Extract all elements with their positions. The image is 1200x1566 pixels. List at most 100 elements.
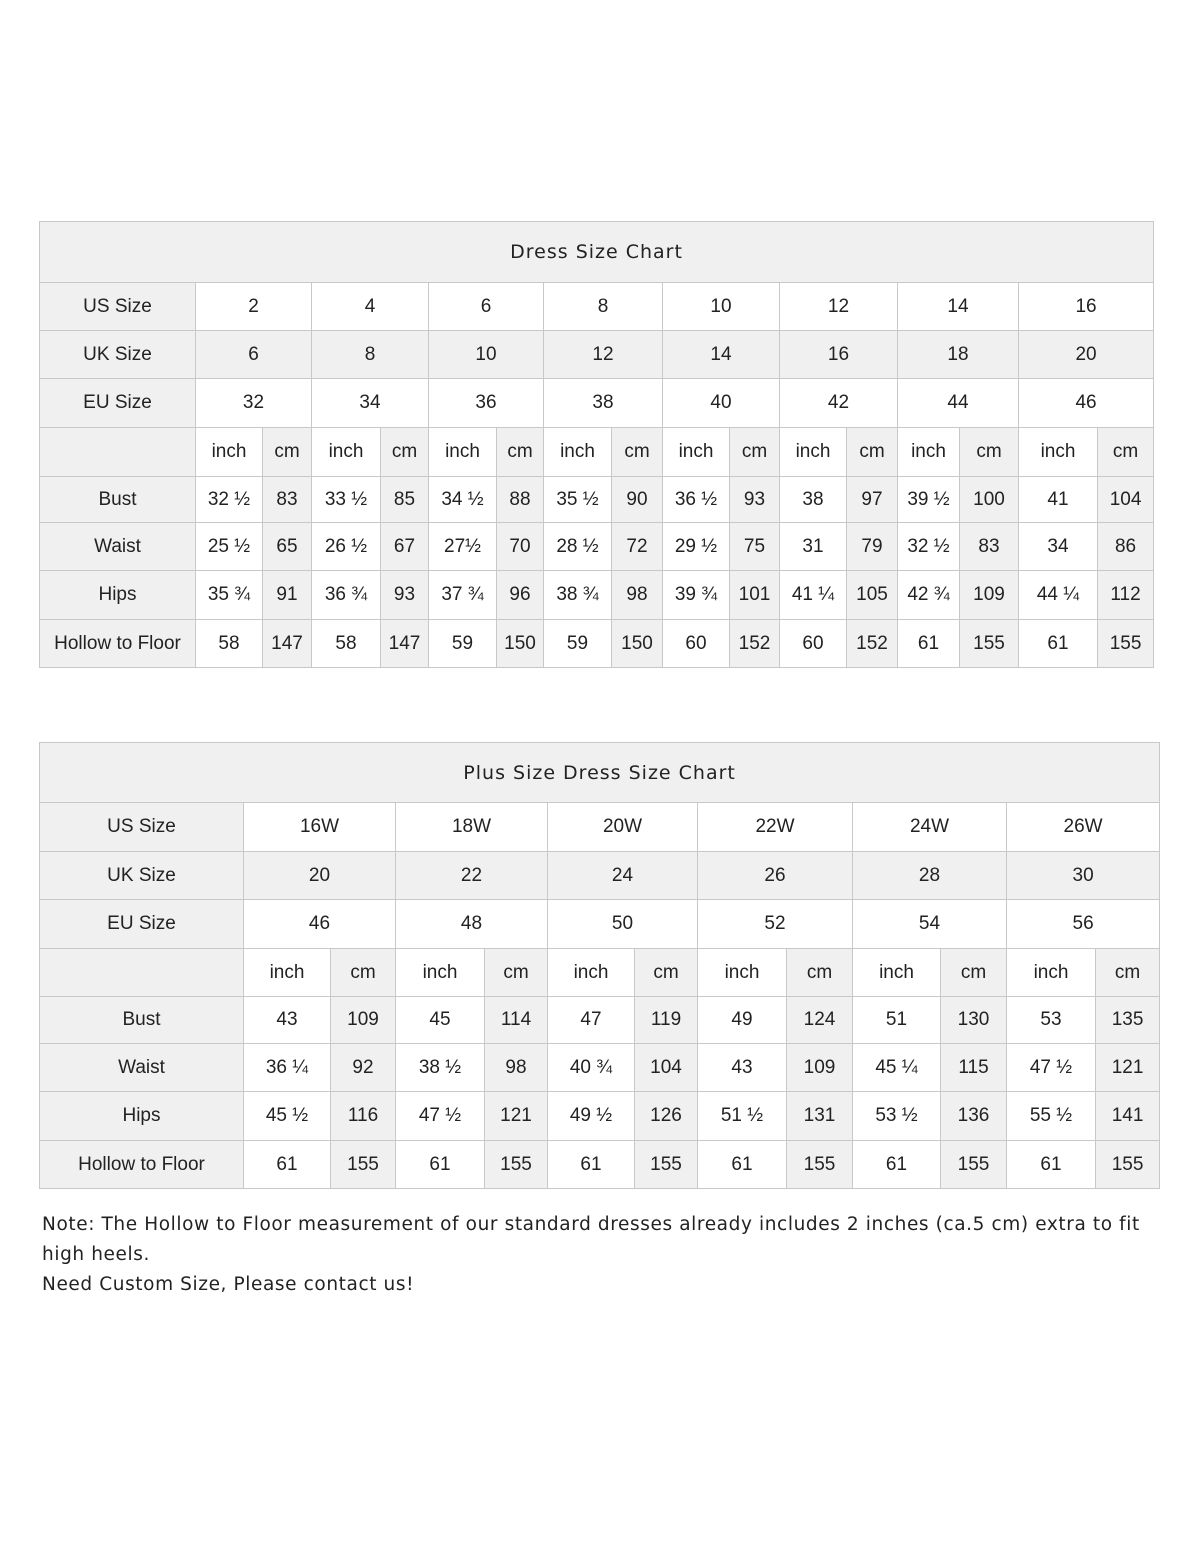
inch-value: 47: [547, 996, 635, 1044]
measure-row-hips: Hips 45 ½ 116 47 ½ 121 49 ½ 126 51 ½ 131 53 ½ 136 5…: [39, 1091, 1161, 1141]
cm-value: 136: [940, 1091, 1007, 1141]
inch-value: 27½: [428, 522, 497, 571]
cm-value: 90: [611, 476, 663, 523]
inch-value: 37 ¾: [428, 570, 497, 620]
cm-value: 155: [1094, 1140, 1161, 1189]
cm-value: 131: [786, 1091, 853, 1141]
cm-value: 124: [786, 996, 853, 1044]
unit-cm: cm: [846, 427, 898, 477]
cm-value: 114: [484, 996, 548, 1044]
unit-inch: inch: [395, 948, 485, 997]
inch-value: 51: [852, 996, 941, 1044]
cm-value: 115: [940, 1043, 1007, 1092]
unit-inch: inch: [852, 948, 941, 997]
inch-value: 38 ¾: [543, 570, 612, 620]
cm-value: 85: [380, 476, 429, 523]
cm-value: 152: [729, 619, 780, 668]
size-row-uk-size: UK Size 6 8 10 12 14 16 18 20: [39, 330, 1155, 379]
cm-value: 155: [786, 1140, 853, 1189]
inch-value: 25 ½: [195, 522, 263, 571]
cm-value: 93: [380, 570, 429, 620]
size-value: 46: [243, 899, 396, 949]
inch-value: 47 ½: [395, 1091, 485, 1141]
cm-value: 67: [380, 522, 429, 571]
size-row-us-size: US Size 2 4 6 8 10 12 14 16: [39, 282, 1155, 331]
unit-cm: cm: [484, 948, 548, 997]
cm-value: 86: [1096, 522, 1155, 571]
unit-cm: cm: [1094, 948, 1161, 997]
size-value: 8: [543, 282, 663, 331]
row-label: Bust: [39, 476, 196, 523]
row-label: US Size: [39, 282, 196, 331]
inch-value: 53 ½: [852, 1091, 941, 1141]
unit-cm: cm: [262, 427, 312, 477]
inch-value: 41 ¼: [779, 570, 847, 620]
inch-value: 43: [243, 996, 331, 1044]
cm-value: 105: [846, 570, 898, 620]
size-value: 20: [243, 851, 396, 900]
cm-value: 104: [1096, 476, 1155, 523]
unit-inch: inch: [547, 948, 635, 997]
unit-cm: cm: [330, 948, 396, 997]
cm-value: 83: [262, 476, 312, 523]
inch-value: 34: [1018, 522, 1098, 571]
cm-value: 72: [611, 522, 663, 571]
cm-value: 83: [959, 522, 1019, 571]
size-value: 18: [897, 330, 1019, 379]
unit-inch: inch: [311, 427, 381, 477]
row-label: Hollow to Floor: [39, 1140, 244, 1189]
measure-row-hollow-to-floor: Hollow to Floor 61 155 61 155 61 155 61 155 61 155…: [39, 1140, 1161, 1189]
cm-value: 101: [729, 570, 780, 620]
size-value: 42: [779, 378, 898, 428]
cm-value: 155: [940, 1140, 1007, 1189]
inch-value: 38: [779, 476, 847, 523]
size-value: 12: [543, 330, 663, 379]
unit-cm: cm: [959, 427, 1019, 477]
note-custom-size: Need Custom Size, Please contact us!: [42, 1274, 415, 1295]
unit-cm: cm: [611, 427, 663, 477]
size-value: 52: [697, 899, 853, 949]
inch-value: 51 ½: [697, 1091, 787, 1141]
size-value: 28: [852, 851, 1007, 900]
cm-value: 150: [611, 619, 663, 668]
unit-header-row: inch cm inch cm inch cm inch cm inch cm inch cm: [39, 948, 1161, 997]
size-value: 40: [662, 378, 780, 428]
size-row-eu-size: EU Size 32 34 36 38 40 42 44 46: [39, 378, 1155, 428]
inch-value: 36 ½: [662, 476, 730, 523]
unit-inch: inch: [243, 948, 331, 997]
size-value: 24W: [852, 802, 1007, 852]
inch-value: 45 ½: [243, 1091, 331, 1141]
unit-header-row: inch cm inch cm inch cm inch cm inch cm inch cm inch…: [39, 427, 1155, 477]
row-label: EU Size: [39, 378, 196, 428]
chart-title: Dress Size Chart: [38, 221, 1155, 283]
inch-value: 43: [697, 1043, 787, 1092]
inch-value: 31: [779, 522, 847, 571]
measure-row-bust: Bust 43 109 45 114 47 119 49 124 51 130 53 135: [39, 996, 1161, 1044]
chart-title: Plus Size Dress Size Chart: [38, 742, 1161, 803]
unit-inch: inch: [697, 948, 787, 997]
cm-value: 97: [846, 476, 898, 523]
size-value: 56: [1005, 899, 1161, 949]
cm-value: 109: [959, 570, 1019, 620]
size-value: 22: [395, 851, 548, 900]
inch-value: 61: [395, 1140, 485, 1189]
size-value: 44: [897, 378, 1019, 428]
size-value: 16: [1017, 282, 1155, 331]
inch-value: 38 ½: [395, 1043, 485, 1092]
inch-value: 58: [195, 619, 263, 668]
size-value: 30: [1005, 851, 1161, 900]
unit-cm: cm: [380, 427, 429, 477]
inch-value: 61: [852, 1140, 941, 1189]
size-value: 14: [897, 282, 1019, 331]
inch-value: 59: [543, 619, 612, 668]
cm-value: 88: [496, 476, 544, 523]
cm-value: 126: [634, 1091, 698, 1141]
size-row-eu-size: EU Size 46 48 50 52 54 56: [39, 899, 1161, 949]
size-value: 26W: [1005, 802, 1161, 852]
inch-value: 28 ½: [543, 522, 612, 571]
inch-value: 60: [779, 619, 847, 668]
size-value: 16W: [243, 802, 396, 852]
measure-row-bust: Bust 32 ½ 83 33 ½ 85 34 ½ 88 35 ½ 90 36 ½ 93 38 97 39…: [39, 476, 1155, 523]
unit-cm: cm: [729, 427, 780, 477]
